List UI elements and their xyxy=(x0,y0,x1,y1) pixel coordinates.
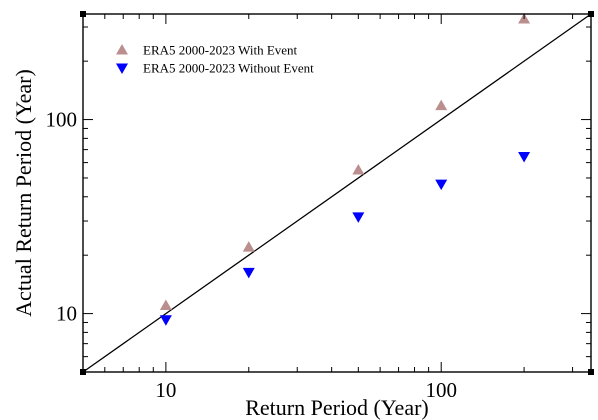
reference-line-layer xyxy=(82,13,592,373)
plot-frame xyxy=(82,13,592,373)
data-marks-layer xyxy=(159,12,531,326)
series-2-point-2 xyxy=(242,267,255,279)
series-2-point-3 xyxy=(352,212,365,223)
y-tick-label-2: 100 xyxy=(46,108,78,132)
x-tick-label-1: 10 xyxy=(155,378,176,402)
x-tick-label-2: 100 xyxy=(425,378,457,402)
series-2-point-5 xyxy=(518,152,531,163)
series-2-point-4 xyxy=(435,179,448,191)
legend: ERA5 2000-2023 With Event ERA5 2000-2023 … xyxy=(116,43,314,76)
series-1-point-4 xyxy=(435,99,448,111)
y-axis-title: Actual Return Period (Year) xyxy=(11,69,36,317)
series-1-point-2 xyxy=(242,241,255,252)
legend-label-1: ERA5 2000-2023 With Event xyxy=(143,43,298,58)
legend-label-2: ERA5 2000-2023 Without Event xyxy=(143,61,314,76)
reference-line xyxy=(82,13,592,373)
legend-marker-2 xyxy=(116,63,128,74)
frame-corner-3 xyxy=(80,369,86,375)
frame-corner-2 xyxy=(588,11,594,17)
y-tick-label-1: 10 xyxy=(56,302,77,326)
series-2-point-1 xyxy=(159,315,172,326)
legend-marker-1 xyxy=(116,44,128,55)
series-1-point-3 xyxy=(352,163,365,175)
series-1-point-1 xyxy=(159,299,172,311)
frame-corner-1 xyxy=(80,11,86,17)
frame-corner-4 xyxy=(588,369,594,375)
x-axis-title: Return Period (Year) xyxy=(245,395,429,420)
axis-ticks-layer: 10 100 10 100 xyxy=(46,11,594,402)
